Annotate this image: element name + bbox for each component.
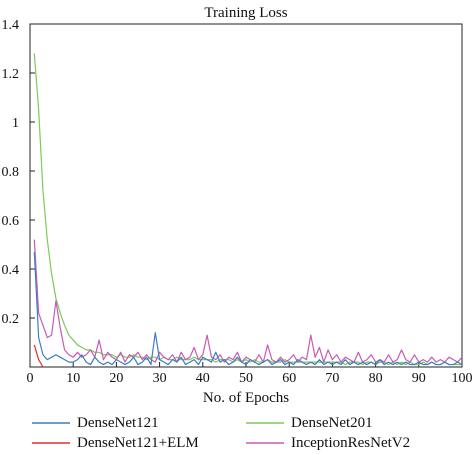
x-tick-label: 80 xyxy=(369,371,383,386)
y-axis: 0.2 0.4 0.6 0.8 1 1.2 1.4 xyxy=(2,18,35,327)
x-tick-label: 90 xyxy=(412,371,426,386)
y-tick-label: 0.6 xyxy=(2,214,20,229)
legend: DenseNet121 DenseNet201 DenseNet121+ELM Inc… xyxy=(32,415,410,451)
y-tick-label: 0.4 xyxy=(2,263,20,278)
x-tick-label: 20 xyxy=(109,371,123,386)
y-tick-label: 0.8 xyxy=(2,165,20,180)
x-tick-label: 10 xyxy=(66,371,80,386)
x-tick-label: 40 xyxy=(196,371,210,386)
y-tick-label: 1 xyxy=(12,116,19,131)
legend-label-densenet121-elm: DenseNet121+ELM xyxy=(77,435,199,451)
y-tick-label: 1.2 xyxy=(2,67,20,82)
series-line-densenet121 xyxy=(33,251,463,366)
x-tick-label: 50 xyxy=(239,371,253,386)
legend-label-inceptionresnetv2: InceptionResNetV2 xyxy=(291,435,410,451)
x-tick-label: 60 xyxy=(282,371,296,386)
plot-area-frame xyxy=(29,23,463,368)
legend-label-densenet201: DenseNet201 xyxy=(291,415,373,431)
x-axis: 0 10 20 30 40 50 60 70 80 90 100 xyxy=(27,362,473,386)
legend-label-densenet121: DenseNet121 xyxy=(77,415,159,431)
series-line-densenet121-elm xyxy=(33,344,44,368)
series-line-inceptionresnetv2 xyxy=(33,239,463,363)
chart-title: Training Loss xyxy=(204,5,287,21)
y-tick-label: 0.2 xyxy=(2,312,20,327)
series-lines xyxy=(33,53,463,368)
x-tick-label: 0 xyxy=(27,371,34,386)
x-tick-label: 100 xyxy=(452,371,473,386)
x-tick-label: 70 xyxy=(325,371,339,386)
x-axis-label: No. of Epochs xyxy=(203,390,289,406)
y-tick-label: 1.4 xyxy=(2,18,20,33)
series-line-densenet201 xyxy=(33,53,462,366)
x-tick-label: 30 xyxy=(153,371,167,386)
